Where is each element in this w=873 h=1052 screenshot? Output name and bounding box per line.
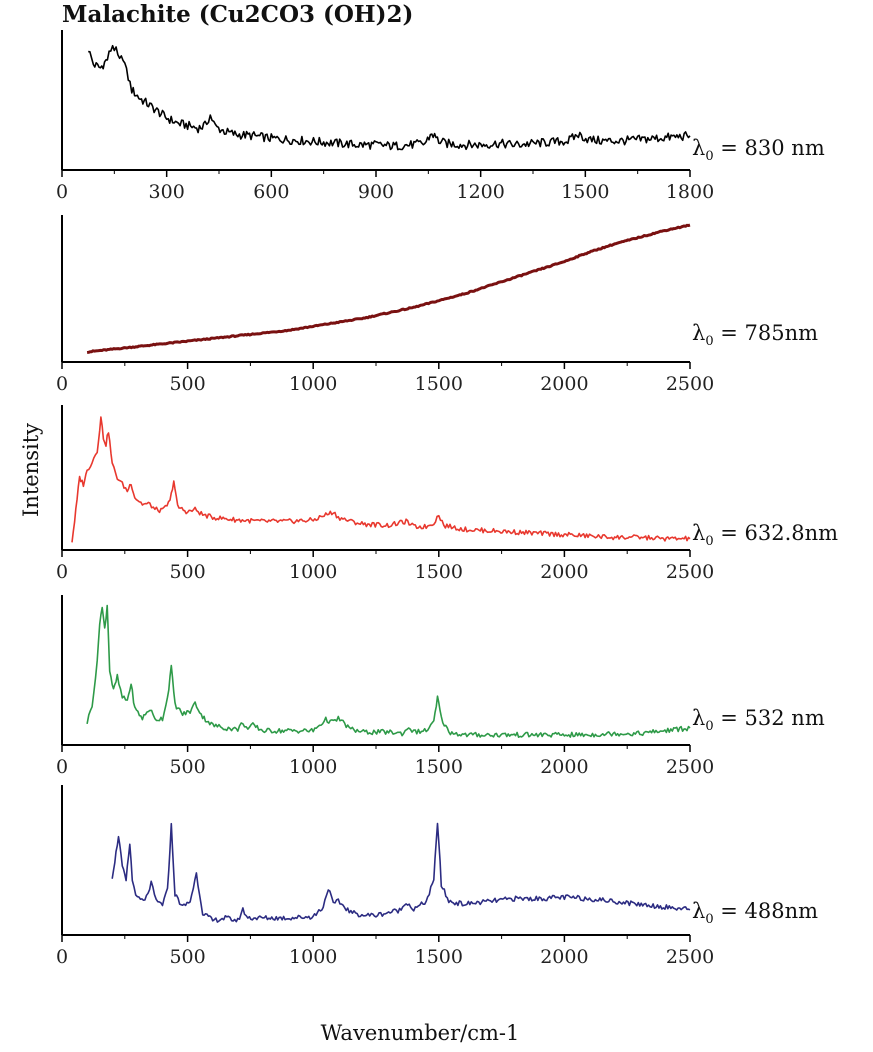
x-tick-label: 0: [56, 181, 68, 203]
x-tick-label: 2000: [540, 756, 588, 778]
x-tick-label: 500: [169, 373, 205, 395]
x-tick-label: 1500: [561, 181, 609, 203]
laser-wavelength-label: λ0 = 830 nm: [692, 136, 825, 164]
spectrum-line: [88, 44, 691, 151]
x-tick-label: 2000: [540, 946, 588, 968]
x-tick-label: 0: [56, 373, 68, 395]
x-tick-label: 1500: [415, 561, 463, 583]
laser-wavelength-label: λ0 = 785nm: [692, 321, 818, 349]
spectrum-panel-3: 0 500 1000 1500 2000 2500 λ0 = 632.8nm: [56, 405, 838, 583]
x-tick-label: 2500: [666, 373, 714, 395]
x-tick-label: 1500: [415, 756, 463, 778]
laser-wavelength-label: λ0 = 488nm: [692, 899, 818, 927]
x-tick-label: 500: [169, 561, 205, 583]
laser-wavelength-label: λ0 = 532 nm: [692, 706, 825, 734]
x-tick-label: 1000: [289, 561, 337, 583]
x-tick-label: 300: [149, 181, 185, 203]
x-tick-label: 0: [56, 756, 68, 778]
x-tick-label: 500: [169, 756, 205, 778]
x-tick-label: 1000: [289, 373, 337, 395]
spectrum-line: [111, 822, 691, 923]
x-tick-label: 0: [56, 946, 68, 968]
spectrum-panel-4: 0 500 1000 1500 2000 2500 λ0 = 532 nm: [56, 595, 825, 778]
spectrum-line: [86, 604, 691, 738]
x-tick-label: 1500: [415, 373, 463, 395]
x-tick-label: 1500: [415, 946, 463, 968]
x-tick-label: 500: [169, 946, 205, 968]
x-tick-label: 1200: [456, 181, 504, 203]
x-tick-label: 600: [253, 181, 289, 203]
x-tick-label: 2000: [540, 561, 588, 583]
laser-wavelength-label: λ0 = 632.8nm: [692, 521, 838, 549]
spectrum-line: [86, 223, 691, 354]
chart-title: Malachite (Cu2CO3 (OH)2): [62, 1, 413, 28]
spectrum-panel-1: 0 300 600 900 1200 1500 1800 λ0 = 830 nm: [56, 30, 825, 203]
x-tick-label: 0: [56, 561, 68, 583]
x-tick-label: 2000: [540, 373, 588, 395]
spectrum-panel-5: 0 500 1000 1500 2000 2500 λ0 = 488nm: [56, 785, 818, 968]
x-tick-label: 2500: [666, 756, 714, 778]
x-axis-label: Wavenumber/cm-1: [321, 1021, 520, 1045]
x-tick-label: 1800: [666, 181, 714, 203]
spectrum-line: [71, 416, 691, 543]
y-axis-label: Intensity: [19, 423, 43, 517]
x-tick-label: 900: [358, 181, 394, 203]
spectrum-panel-2: 0 500 1000 1500 2000 2500 λ0 = 785nm: [56, 215, 818, 395]
x-tick-label: 1000: [289, 756, 337, 778]
x-tick-label: 1000: [289, 946, 337, 968]
x-tick-label: 2500: [666, 561, 714, 583]
x-tick-label: 2500: [666, 946, 714, 968]
spectra-panels: 0 300 600 900 1200 1500 1800 λ0 = 830 nm 0 500 100…: [56, 30, 838, 968]
